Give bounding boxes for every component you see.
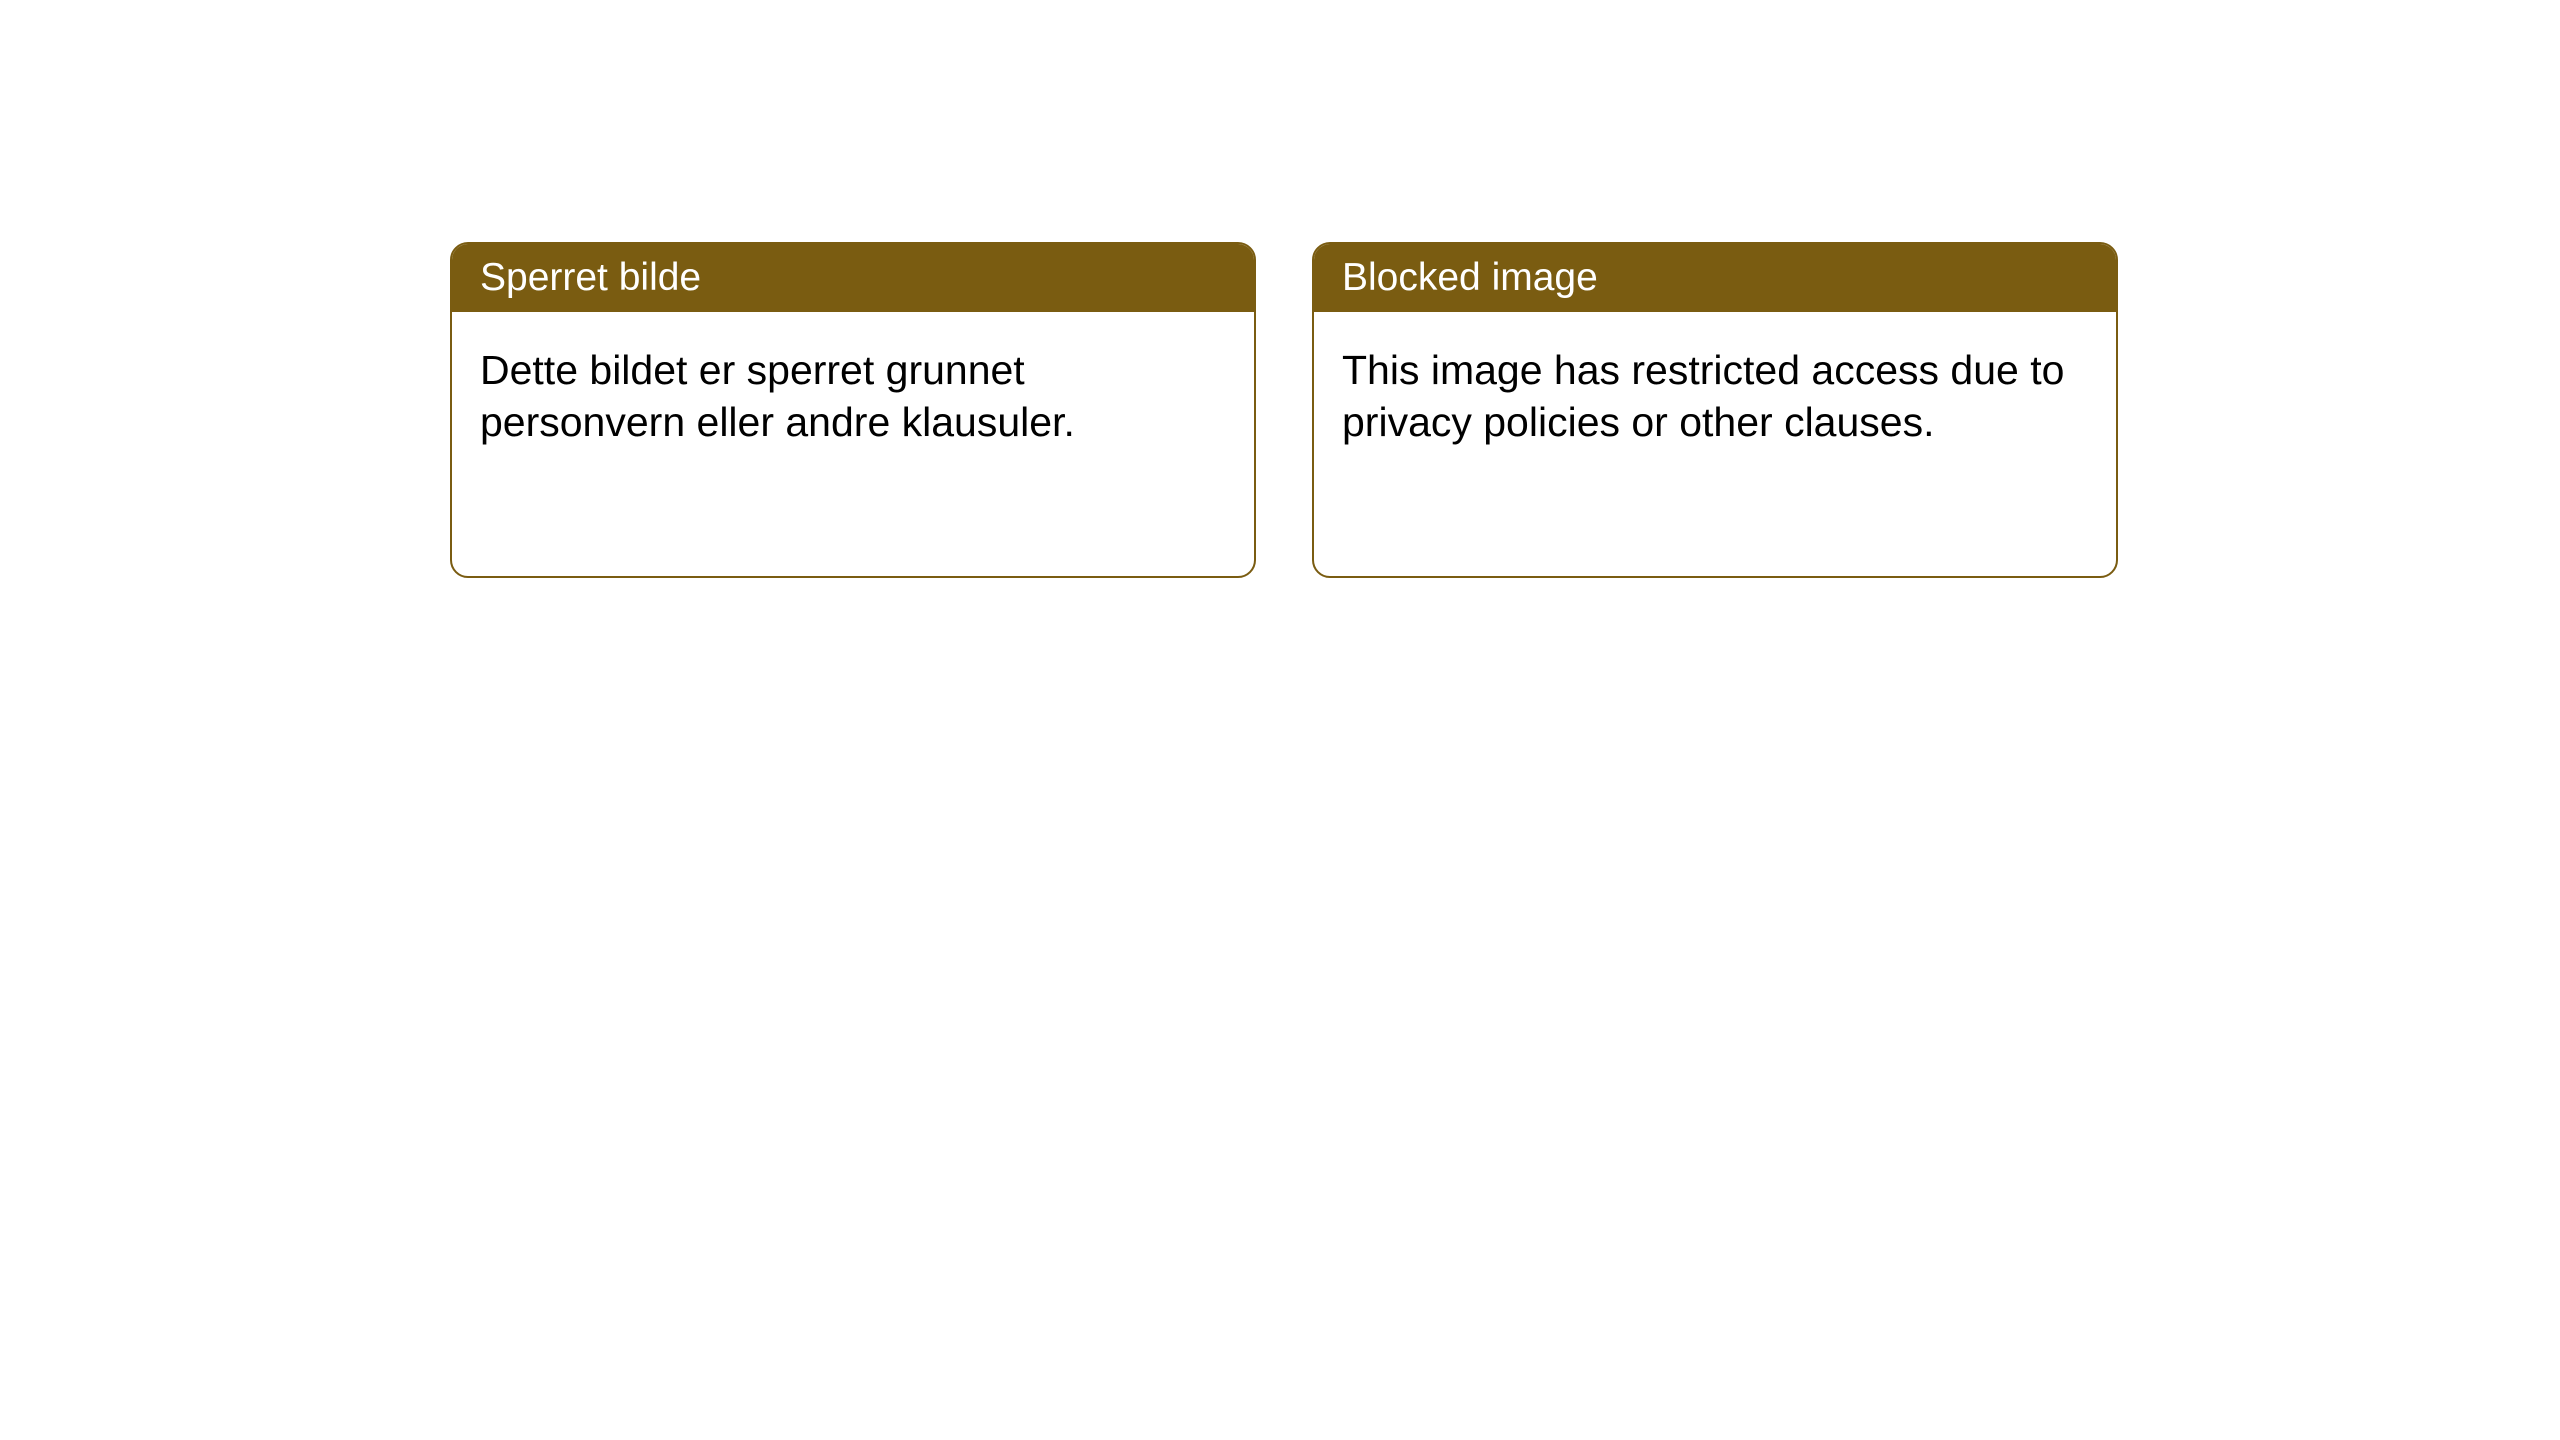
notice-body-english: This image has restricted access due to … [1314, 312, 2116, 481]
notice-text-english: This image has restricted access due to … [1342, 347, 2064, 445]
notice-body-norwegian: Dette bildet er sperret grunnet personve… [452, 312, 1254, 481]
notice-card-norwegian: Sperret bilde Dette bildet er sperret gr… [450, 242, 1256, 578]
notice-title-english: Blocked image [1342, 256, 1598, 299]
notice-container: Sperret bilde Dette bildet er sperret gr… [450, 242, 2118, 578]
notice-title-norwegian: Sperret bilde [480, 256, 701, 299]
notice-header-norwegian: Sperret bilde [452, 244, 1254, 312]
notice-card-english: Blocked image This image has restricted … [1312, 242, 2118, 578]
notice-text-norwegian: Dette bildet er sperret grunnet personve… [480, 347, 1075, 445]
notice-header-english: Blocked image [1314, 244, 2116, 312]
